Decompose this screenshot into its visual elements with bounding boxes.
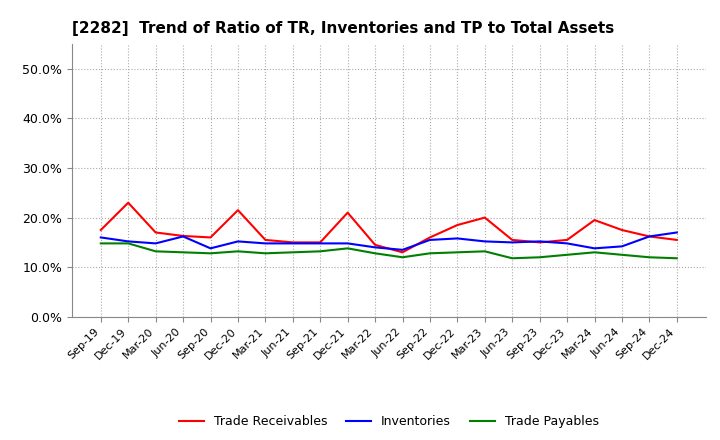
Inventories (151, 241, 160, 246)
Inventories (289, 241, 297, 246)
Trade Payables (672, 256, 681, 261)
Trade Receivables (179, 233, 187, 238)
Trade Payables (398, 255, 407, 260)
Trade Payables (645, 255, 654, 260)
Trade Payables (371, 251, 379, 256)
Trade Payables (480, 249, 489, 254)
Trade Receivables (124, 200, 132, 205)
Inventories (536, 239, 544, 244)
Inventories (508, 240, 516, 245)
Trade Receivables (508, 237, 516, 242)
Trade Payables (316, 249, 325, 254)
Trade Payables (233, 249, 242, 254)
Trade Payables (426, 251, 434, 256)
Text: [2282]  Trend of Ratio of TR, Inventories and TP to Total Assets: [2282] Trend of Ratio of TR, Inventories… (72, 21, 614, 36)
Trade Receivables (590, 217, 599, 223)
Trade Receivables (536, 240, 544, 245)
Inventories (179, 234, 187, 239)
Trade Receivables (206, 235, 215, 240)
Line: Trade Receivables: Trade Receivables (101, 203, 677, 252)
Trade Receivables (645, 234, 654, 239)
Trade Receivables (343, 210, 352, 215)
Inventories (480, 239, 489, 244)
Trade Receivables (371, 242, 379, 248)
Trade Payables (453, 249, 462, 255)
Trade Receivables (96, 227, 105, 233)
Inventories (645, 234, 654, 239)
Trade Receivables (618, 227, 626, 233)
Trade Payables (618, 252, 626, 257)
Trade Payables (590, 249, 599, 255)
Inventories (672, 230, 681, 235)
Inventories (343, 241, 352, 246)
Trade Receivables (261, 237, 270, 242)
Trade Payables (508, 256, 516, 261)
Trade Receivables (453, 222, 462, 227)
Trade Payables (206, 251, 215, 256)
Trade Receivables (316, 240, 325, 245)
Trade Receivables (151, 230, 160, 235)
Inventories (618, 244, 626, 249)
Trade Payables (343, 246, 352, 251)
Inventories (563, 241, 572, 246)
Trade Receivables (398, 249, 407, 255)
Trade Payables (563, 252, 572, 257)
Trade Payables (536, 255, 544, 260)
Inventories (233, 239, 242, 244)
Trade Receivables (563, 237, 572, 242)
Inventories (261, 241, 270, 246)
Line: Trade Payables: Trade Payables (101, 243, 677, 258)
Trade Payables (261, 251, 270, 256)
Trade Payables (124, 241, 132, 246)
Inventories (316, 241, 325, 246)
Trade Payables (96, 241, 105, 246)
Trade Receivables (233, 208, 242, 213)
Trade Payables (289, 249, 297, 255)
Inventories (398, 247, 407, 253)
Trade Payables (179, 249, 187, 255)
Legend: Trade Receivables, Inventories, Trade Payables: Trade Receivables, Inventories, Trade Pa… (174, 411, 604, 433)
Trade Receivables (480, 215, 489, 220)
Inventories (124, 239, 132, 244)
Inventories (371, 245, 379, 250)
Inventories (206, 246, 215, 251)
Trade Receivables (672, 237, 681, 242)
Inventories (590, 246, 599, 251)
Inventories (453, 236, 462, 241)
Trade Receivables (289, 240, 297, 245)
Line: Inventories: Inventories (101, 232, 677, 250)
Trade Payables (151, 249, 160, 254)
Trade Receivables (426, 235, 434, 240)
Inventories (426, 237, 434, 242)
Inventories (96, 235, 105, 240)
